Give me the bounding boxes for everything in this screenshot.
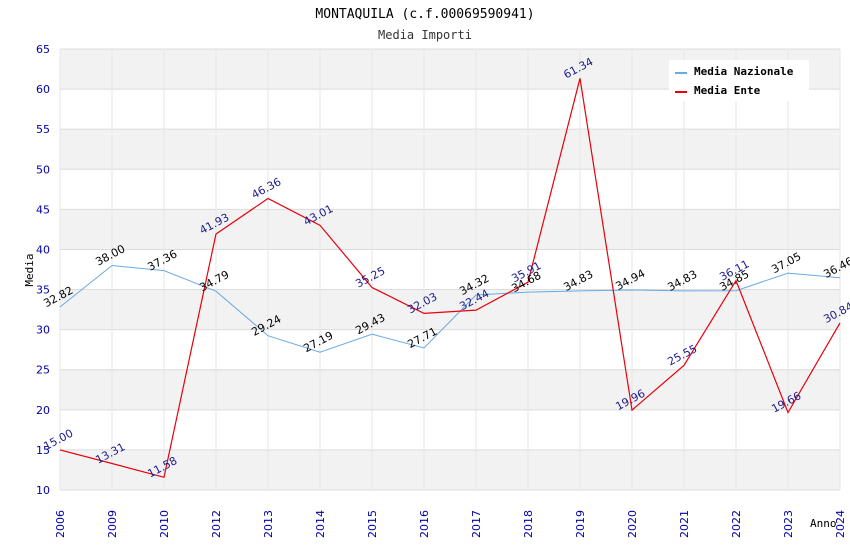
legend-label-media-ente: Media Ente bbox=[694, 84, 761, 97]
grid-band bbox=[60, 289, 840, 330]
y-tick-label: 40 bbox=[36, 243, 50, 256]
y-axis-ticks: 10 15 20 25 30 35 40 45 50 55 60 65 bbox=[36, 43, 50, 497]
x-tick-label: 2024 bbox=[834, 510, 847, 538]
x-axis-ticks: 2006 2009 2010 2012 2013 2014 2015 2016 2017 2018… bbox=[54, 510, 847, 538]
x-tick-label: 2013 bbox=[262, 510, 275, 538]
data-label-media-ente: 35.25 bbox=[353, 264, 387, 290]
grid-band bbox=[60, 129, 840, 170]
series-lines bbox=[59, 78, 841, 479]
x-tick-label: 2015 bbox=[366, 510, 379, 538]
data-label-media-ente: 46.36 bbox=[249, 175, 283, 201]
y-tick-label: 65 bbox=[36, 43, 50, 56]
y-tick-label: 10 bbox=[36, 484, 50, 497]
data-label-media-nazionale: 37.05 bbox=[769, 250, 803, 276]
y-tick-label: 60 bbox=[36, 83, 50, 96]
data-label-media-ente: 15.00 bbox=[41, 427, 75, 453]
grid-band bbox=[60, 449, 840, 490]
legend-box bbox=[669, 60, 809, 101]
y-tick-label: 45 bbox=[36, 203, 50, 216]
x-tick-label: 2017 bbox=[470, 510, 483, 538]
x-tick-label: 2020 bbox=[626, 510, 639, 538]
chart-title: MONTAQUILA (c.f.00069590941) bbox=[315, 7, 534, 22]
x-tick-label: 2006 bbox=[54, 510, 67, 538]
x-tick-label: 2021 bbox=[678, 510, 691, 538]
x-tick-label: 2009 bbox=[106, 510, 119, 538]
series-line-media-ente bbox=[59, 78, 841, 479]
legend: Media Nazionale Media Ente bbox=[669, 60, 809, 101]
legend-label-media-nazionale: Media Nazionale bbox=[694, 65, 794, 78]
x-tick-label: 2023 bbox=[782, 510, 795, 538]
y-tick-label: 35 bbox=[36, 284, 50, 297]
x-tick-label: 2012 bbox=[210, 510, 223, 538]
y-tick-label: 15 bbox=[36, 444, 50, 457]
y-axis-label: Media bbox=[23, 253, 36, 286]
chart-subtitle: Media Importi bbox=[378, 28, 472, 42]
y-tick-label: 55 bbox=[36, 123, 50, 136]
y-tick-label: 50 bbox=[36, 163, 50, 176]
x-tick-label: 2019 bbox=[574, 510, 587, 538]
x-tick-label: 2016 bbox=[418, 510, 431, 538]
y-tick-label: 25 bbox=[36, 364, 50, 377]
grid-band bbox=[60, 209, 840, 250]
series-line-media-nazionale bbox=[59, 264, 841, 353]
x-tick-label: 2014 bbox=[314, 510, 327, 538]
grid-band bbox=[60, 369, 840, 410]
x-axis-label: Anno bbox=[810, 517, 837, 530]
x-tick-label: 2018 bbox=[522, 510, 535, 538]
data-label-media-nazionale: 37.36 bbox=[145, 247, 179, 273]
data-label-media-ente: 25.55 bbox=[665, 342, 699, 368]
y-tick-label: 30 bbox=[36, 324, 50, 337]
x-tick-label: 2022 bbox=[730, 510, 743, 538]
x-tick-label: 2010 bbox=[158, 510, 171, 538]
y-tick-label: 20 bbox=[36, 404, 50, 417]
